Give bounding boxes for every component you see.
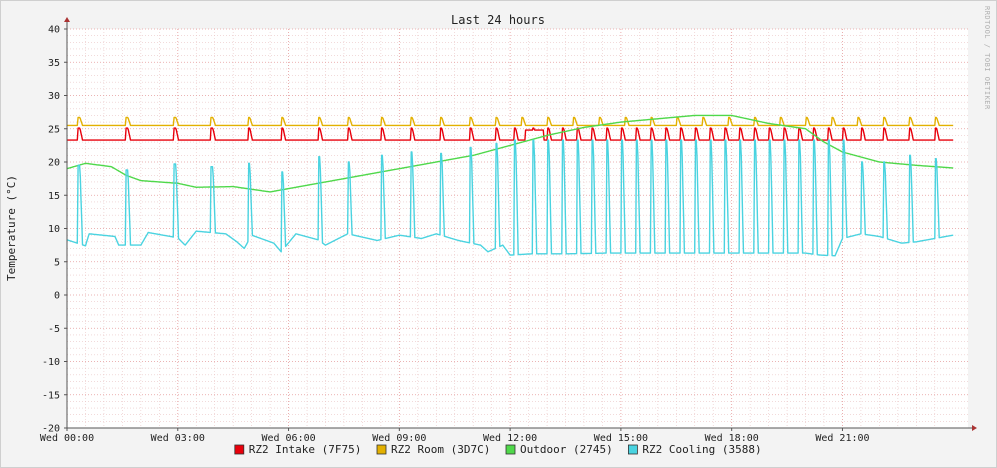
legend-entry-1: RZ2 Room (3D7C) [391, 443, 490, 456]
y-axis-arrow [64, 17, 70, 22]
legend: RZ2 Intake (7F75) RZ2 Room (3D7C) Outdoor … [234, 443, 762, 456]
y-tick-label: 20 [48, 158, 60, 169]
y-tick-label: 30 [48, 91, 60, 102]
legend-swatch-1 [376, 444, 387, 455]
legend-entry-2: Outdoor (2745) [520, 443, 613, 456]
legend-swatch-2 [505, 444, 516, 455]
chart-title: Last 24 hours [451, 13, 545, 27]
series-group [66, 114, 954, 257]
y-tick-label: 5 [54, 257, 60, 268]
x-tick-label: Wed 12:00 [483, 433, 537, 444]
x-tick-label: Wed 09:00 [372, 433, 426, 444]
y-tick-label: 25 [48, 124, 60, 135]
series-line-1 [67, 116, 954, 127]
y-tick-label: 40 [48, 25, 60, 36]
y-tick-label: -20 [42, 424, 60, 435]
x-tick-label: Wed 18:00 [705, 433, 759, 444]
y-tick-labels: 40 35 30 25 20 15 10 5 0 -5 -10 -15 -20 [42, 25, 60, 435]
y-tick-label: -10 [42, 357, 60, 368]
x-tick-label: Wed 03:00 [151, 433, 205, 444]
series-line-0 [67, 127, 954, 141]
x-tick-label: Wed 00:00 [40, 433, 94, 444]
x-tick-label: Wed 21:00 [815, 433, 869, 444]
axes [64, 17, 977, 431]
y-tick-label: 15 [48, 191, 60, 202]
x-tick-label: Wed 15:00 [594, 433, 648, 444]
series-line-2 [66, 114, 954, 193]
legend-entry-0: RZ2 Intake (7F75) [249, 443, 362, 456]
y-tick-label: 10 [48, 224, 60, 235]
y-tick-label: 0 [54, 291, 60, 302]
y-tick-label: -5 [48, 324, 60, 335]
y-axis-label: Temperature (°C) [5, 175, 18, 281]
watermark: RRDTOOL / TOBI OETIKER [983, 6, 991, 110]
x-tick-label: Wed 06:00 [261, 433, 315, 444]
x-axis-arrow [972, 425, 977, 431]
legend-entry-3: RZ2 Cooling (3588) [642, 443, 761, 456]
y-tick-label: 35 [48, 58, 60, 69]
series-line-3 [66, 139, 954, 257]
y-tick-label: -15 [42, 390, 60, 401]
x-tick-labels: Wed 00:00 Wed 03:00 Wed 06:00 Wed 09:00 Wed … [40, 433, 870, 444]
legend-swatch-0 [234, 444, 245, 455]
legend-swatch-3 [628, 444, 638, 455]
grid [66, 28, 968, 429]
